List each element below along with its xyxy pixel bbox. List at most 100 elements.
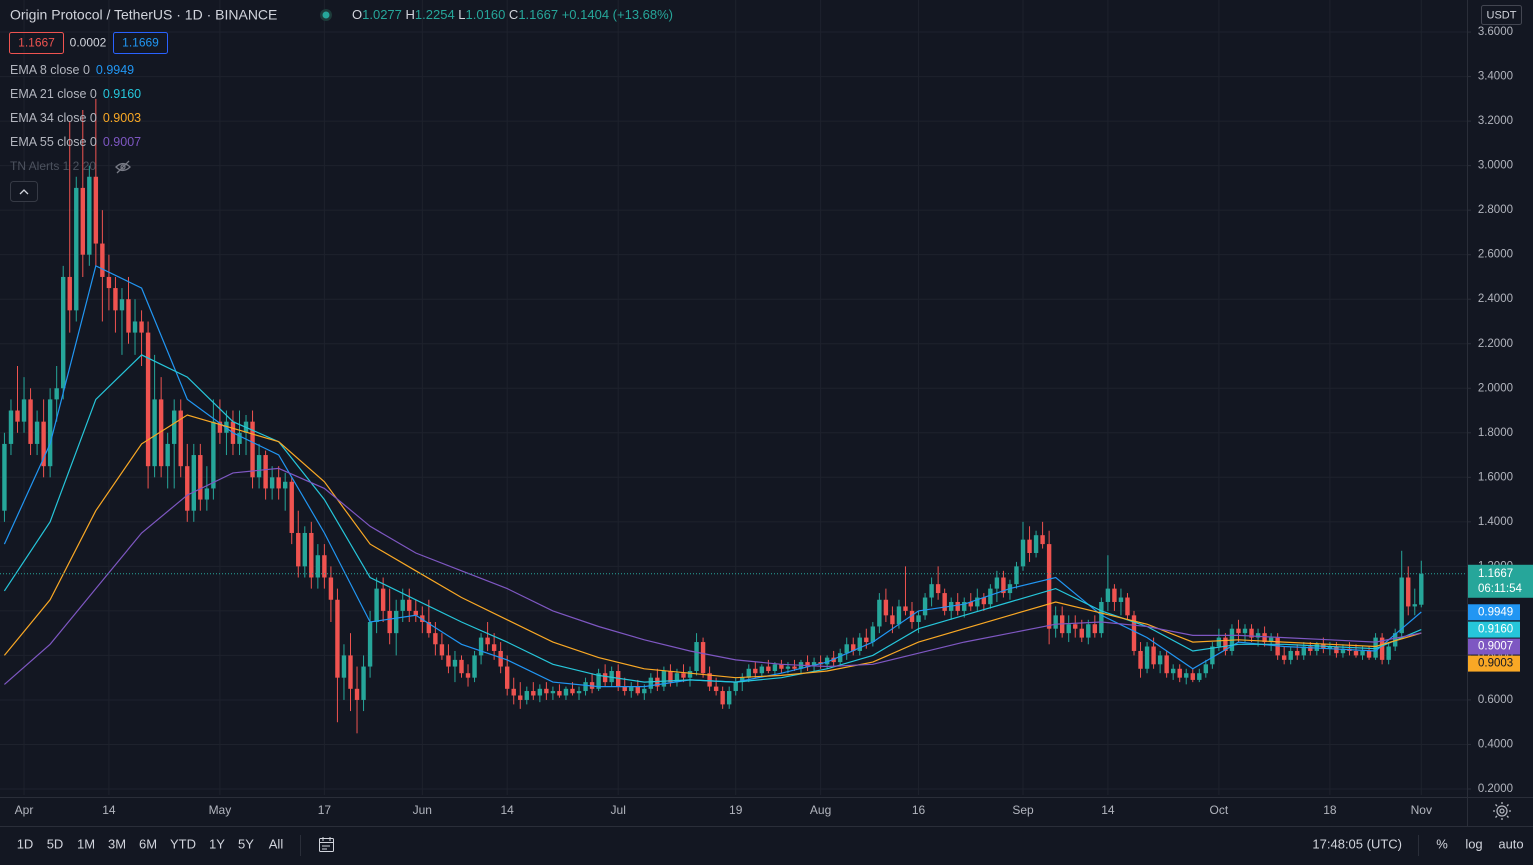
candle-body xyxy=(994,577,1000,589)
candle-body xyxy=(1027,539,1032,554)
candle-body xyxy=(596,673,601,689)
candle-body xyxy=(792,666,797,669)
indicator-hidden[interactable]: TN Alerts 1 2 20 xyxy=(10,159,96,173)
candle-body xyxy=(276,477,281,489)
candle-body xyxy=(661,670,667,687)
candle-body xyxy=(1406,577,1411,607)
date-range-icon[interactable] xyxy=(319,837,334,852)
y-tick-label: 2.6000 xyxy=(1478,249,1513,261)
last-price-tag xyxy=(1468,564,1533,598)
x-tick-label: Jul xyxy=(611,803,626,817)
range-button[interactable]: 6M xyxy=(139,836,157,851)
candle-body xyxy=(113,288,118,311)
candle-body xyxy=(975,597,980,607)
y-tick-label: 3.6000 xyxy=(1478,26,1513,38)
range-button[interactable]: 5D xyxy=(47,836,64,851)
candle-body xyxy=(1184,673,1189,678)
close-label: C xyxy=(509,7,518,22)
countdown: 06:11:54 xyxy=(1478,583,1523,595)
candle-body xyxy=(518,695,523,700)
symbol-title[interactable]: Origin Protocol / TetherUS · 1D · BINANC… xyxy=(10,7,277,23)
close-value: 1.1667 xyxy=(518,7,558,22)
open-label: O xyxy=(352,7,362,22)
candle-body xyxy=(622,686,627,692)
ema-line xyxy=(3,414,1422,679)
sell-box[interactable] xyxy=(9,32,64,54)
candle-body xyxy=(74,187,79,311)
buy-box[interactable] xyxy=(113,32,168,54)
candle-body xyxy=(341,655,347,678)
candle-body xyxy=(766,666,771,671)
candle-body xyxy=(1353,650,1359,656)
candle-body xyxy=(87,176,92,255)
candle-body xyxy=(1419,573,1424,605)
settings-gear[interactable] xyxy=(1493,802,1511,820)
currency[interactable]: USDT xyxy=(1487,9,1517,21)
candle-body xyxy=(1327,646,1333,649)
sell-price[interactable]: 1.1667 xyxy=(18,36,55,50)
candle-body xyxy=(296,532,301,567)
candle-body xyxy=(472,655,477,678)
candle-body xyxy=(224,421,229,433)
candle-body xyxy=(354,688,360,700)
candle-body xyxy=(67,276,72,311)
percent-toggle[interactable]: % xyxy=(1436,836,1448,851)
range-button[interactable]: 1D xyxy=(17,836,34,851)
range-button[interactable]: 1Y xyxy=(209,836,225,851)
range-button[interactable]: 3M xyxy=(108,836,126,851)
candle-body xyxy=(1288,650,1293,660)
open-value: 1.0277 xyxy=(362,7,402,22)
candle-body xyxy=(1118,597,1124,602)
clock[interactable]: 17:48:05 (UTC) xyxy=(1312,836,1402,851)
candle-body xyxy=(746,668,751,678)
candle-body xyxy=(426,622,432,634)
auto-toggle[interactable]: auto xyxy=(1498,836,1523,851)
ema-price-tag xyxy=(1468,621,1520,638)
candle-body xyxy=(158,399,164,467)
candle-body xyxy=(145,332,151,467)
legend-entry: EMA 34 close 0 0.9003 xyxy=(10,111,141,125)
candle-body xyxy=(1223,637,1228,651)
candle-body xyxy=(988,588,993,605)
candle-body xyxy=(1334,646,1339,654)
candle-body xyxy=(537,688,543,696)
y-tick-label: 2.4000 xyxy=(1478,293,1513,305)
candle-body xyxy=(687,670,693,678)
candle-body xyxy=(126,299,131,333)
candle-body xyxy=(635,686,640,694)
eye-off-icon[interactable] xyxy=(115,160,131,174)
candle-body xyxy=(544,688,549,694)
candle-body xyxy=(54,388,59,400)
candle-body xyxy=(1386,646,1391,660)
candle-body xyxy=(165,443,170,467)
log-toggle[interactable]: log xyxy=(1465,836,1482,851)
candle-body xyxy=(805,662,810,667)
candle-body xyxy=(41,421,46,467)
candle-body xyxy=(1099,601,1104,634)
candle-body xyxy=(478,637,484,656)
ohlc: O1.0277 H1.2254 L1.0160 C1.1667 +0.1404 … xyxy=(352,7,673,22)
candle-body xyxy=(824,657,830,665)
candle-body xyxy=(139,321,144,333)
candle-body xyxy=(916,615,921,623)
plot xyxy=(0,98,1467,734)
candle-body xyxy=(8,410,14,444)
legend-value: 0.9949 xyxy=(96,63,134,77)
range-button[interactable]: YTD xyxy=(170,836,196,851)
range-button[interactable]: 5Y xyxy=(238,836,254,851)
gear-hub xyxy=(1499,808,1505,814)
collapse-button[interactable] xyxy=(10,181,38,202)
candle-body xyxy=(1255,633,1261,638)
range-button[interactable]: 1M xyxy=(77,836,95,851)
buy-price[interactable]: 1.1669 xyxy=(122,36,159,50)
x-tick-label: 18 xyxy=(1323,803,1337,817)
candle-body xyxy=(191,455,196,511)
range-button[interactable]: All xyxy=(269,836,284,851)
candle-body xyxy=(1066,624,1071,634)
candle-body xyxy=(433,633,438,645)
currency-box[interactable] xyxy=(1481,5,1522,25)
candle-body xyxy=(198,455,203,500)
candle-body xyxy=(929,584,934,598)
